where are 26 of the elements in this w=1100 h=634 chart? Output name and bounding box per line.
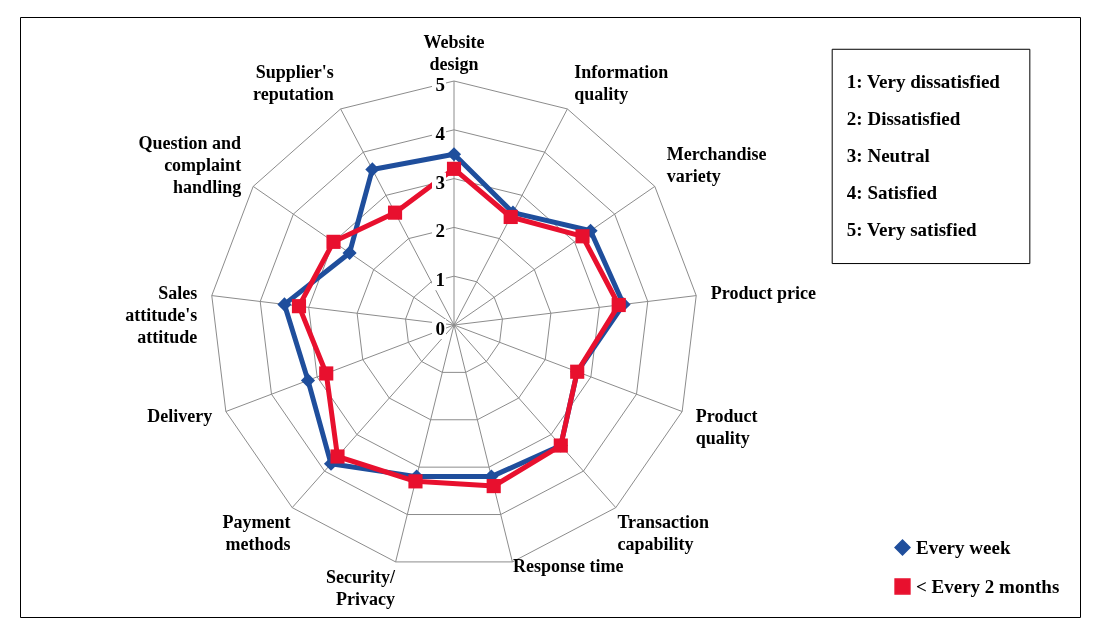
spoke-label: Transaction capability: [617, 511, 710, 554]
spoke-label: Merchandise variety: [666, 143, 767, 186]
y-tick-label: 0: [435, 318, 445, 339]
spoke-label: Website design: [423, 32, 485, 75]
text: 1: Very dissatisfied: [846, 71, 1001, 93]
spoke-label: Delivery: [147, 405, 213, 426]
legend-label: Every week: [916, 536, 1011, 558]
spoke-label: Product price: [710, 282, 816, 303]
text: 2: Dissatisfied: [846, 108, 961, 130]
spoke-label: Payment methods: [222, 511, 291, 554]
text: 4: Satisfied: [846, 182, 938, 204]
text: 5: Very satisfied: [846, 219, 978, 241]
spoke-label: Security/ Privacy: [326, 566, 397, 609]
y-tick-label: 2: [435, 220, 445, 242]
spoke-label: Question and complaint handling: [138, 132, 242, 197]
spoke-label: Product quality: [695, 405, 758, 448]
legend-label: < Every 2 months: [916, 575, 1060, 597]
y-tick-label: 3: [435, 171, 445, 193]
spoke-label: Information quality: [574, 61, 669, 104]
spoke-label: Sales attitude's attitude: [125, 282, 198, 347]
spoke-label: Supplier's reputation: [253, 61, 334, 104]
y-tick-label: 4: [435, 122, 446, 144]
y-tick-label: 5: [435, 74, 445, 95]
text: 3: Neutral: [846, 145, 930, 167]
spoke-label: Response time: [512, 555, 624, 576]
y-tick-label: 1: [435, 269, 445, 291]
